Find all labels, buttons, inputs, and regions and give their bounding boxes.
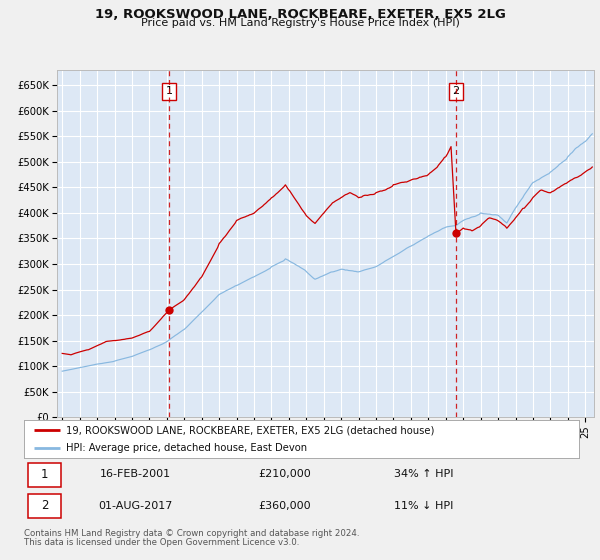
Text: This data is licensed under the Open Government Licence v3.0.: This data is licensed under the Open Gov… [24,538,299,547]
Text: 11% ↓ HPI: 11% ↓ HPI [394,501,453,511]
Text: 34% ↑ HPI: 34% ↑ HPI [394,469,454,479]
Text: 2: 2 [41,499,48,512]
Text: 01-AUG-2017: 01-AUG-2017 [98,501,172,511]
Text: Contains HM Land Registry data © Crown copyright and database right 2024.: Contains HM Land Registry data © Crown c… [24,529,359,538]
Text: 2: 2 [452,86,460,96]
Text: 1: 1 [41,468,48,481]
Text: 16-FEB-2001: 16-FEB-2001 [100,469,170,479]
Text: 1: 1 [166,86,173,96]
FancyBboxPatch shape [28,463,61,487]
Text: Price paid vs. HM Land Registry's House Price Index (HPI): Price paid vs. HM Land Registry's House … [140,18,460,29]
FancyBboxPatch shape [28,494,61,519]
Text: 19, ROOKSWOOD LANE, ROCKBEARE, EXETER, EX5 2LG (detached house): 19, ROOKSWOOD LANE, ROCKBEARE, EXETER, E… [65,425,434,435]
Text: £210,000: £210,000 [259,469,311,479]
Text: £360,000: £360,000 [259,501,311,511]
Text: 19, ROOKSWOOD LANE, ROCKBEARE, EXETER, EX5 2LG: 19, ROOKSWOOD LANE, ROCKBEARE, EXETER, E… [95,8,505,21]
Text: HPI: Average price, detached house, East Devon: HPI: Average price, detached house, East… [65,443,307,453]
